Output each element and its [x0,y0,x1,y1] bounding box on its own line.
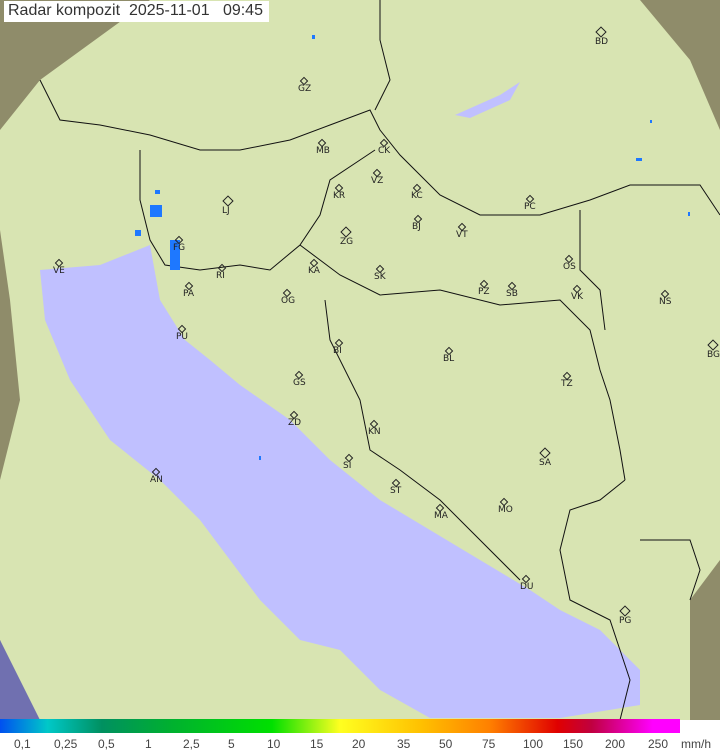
legend-tick-label: 200 [605,737,626,751]
city-label: LJ [222,206,230,216]
lake-balaton [455,82,520,118]
radar-coverage-land [0,0,720,720]
city-label: VE [53,266,65,276]
city-label: GZ [298,84,312,94]
city-label: VT [456,230,468,240]
city-label: BI [333,346,342,356]
city-label: BG [707,350,720,360]
city-label: BD [595,37,609,47]
city-label: SA [539,458,552,468]
city-label: KR [333,191,346,201]
city-label: KA [308,266,320,276]
legend-tick-label: 0,5 [98,737,115,751]
legend-tick-label: 150 [563,737,584,751]
city-label: MO [498,505,513,515]
city-label: RI [216,271,225,281]
legend-tick-label: 15 [310,737,324,751]
city-label: SI [343,461,352,471]
city-label: CK [378,146,391,156]
city-label: SK [374,272,386,282]
adriatic-sea [40,245,640,718]
title-time: 09:45 [222,2,263,19]
city-label: VZ [371,176,384,186]
legend-tick-label: 20 [352,737,366,751]
city-label: SB [506,289,518,299]
city-label: TZ [561,379,573,389]
legend-tick-label: 50 [439,737,453,751]
title-date: 2025-11-01 [128,2,210,19]
city-label: ZG [340,237,354,247]
city-label: KC [411,191,423,201]
legend-tick-label: 10 [267,737,281,751]
legend-tick-label: 250 [648,737,669,751]
legend-tick-label: 35 [397,737,411,751]
city-label: BL [443,354,455,364]
city-label: PC [524,202,536,212]
city-label: ST [390,486,402,496]
legend-tick-label: 0,25 [54,737,78,751]
legend-unit: mm/h [681,737,711,751]
city-label: PA [183,289,195,299]
city-label: PU [176,332,189,342]
title-text: Radar kompozit [8,2,121,19]
city-label: VK [571,292,584,302]
legend-tick-label: 75 [482,737,496,751]
precipitation-color-scale [0,719,680,733]
city-label: NS [659,297,672,307]
legend-tick-label: 100 [523,737,544,751]
city-label: OG [281,296,296,306]
city-label: OS [563,262,576,272]
city-label: BJ [412,222,421,232]
sea-outside [0,640,40,720]
legend-tick-label: 0,1 [14,737,31,751]
city-label: DU [520,582,534,592]
city-label: GS [293,378,306,388]
city-label: ZD [288,418,302,428]
legend-tick-label: 2,5 [183,737,200,751]
city-label: AN [150,475,163,485]
city-label: MA [434,511,448,521]
city-label: FG [173,243,186,253]
city-label: KN [368,427,381,437]
city-label: MB [316,146,330,156]
map-title: Radar kompozit 2025-11-01 09:45 [4,1,269,22]
precipitation-echoes [135,35,690,460]
city-label: PZ [478,287,490,297]
city-label: PG [619,616,632,626]
legend-tick-label: 5 [228,737,235,751]
borders [39,0,720,721]
legend-tick-label: 1 [145,737,152,751]
